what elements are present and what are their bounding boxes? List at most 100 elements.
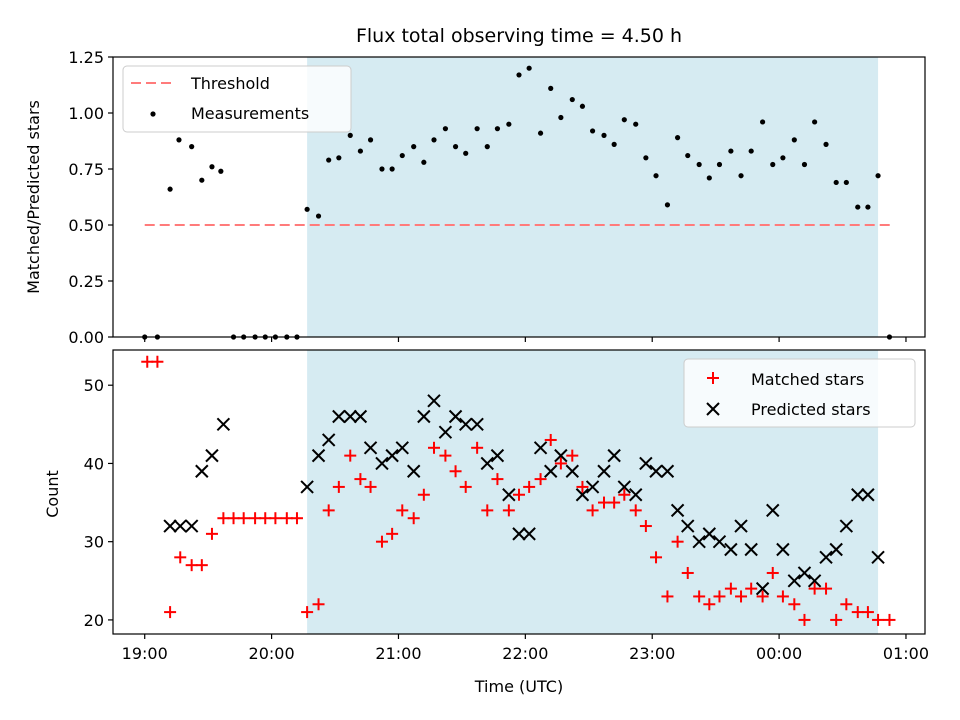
measurement-point [199,177,205,183]
predicted-star-point [702,527,717,541]
measurement-point [431,137,437,143]
matched-star-point [513,488,525,501]
measurements-legend-swatch [150,111,156,117]
predicted-star-point [385,448,399,463]
matched-star-point [735,590,748,603]
matched-star-point [544,433,557,446]
measurement-point [833,179,839,186]
predicted-star-point [755,581,770,596]
measurement-point [843,179,849,186]
measurement-point [452,144,459,150]
matched-star-point [375,535,388,548]
predicted-star-point [353,409,368,424]
measurement-point [801,161,808,168]
matched-star-point [417,488,430,501]
measurement-point [738,173,744,179]
predicted-star-point [807,574,822,588]
measurements-series [142,65,893,340]
matched-star-point [766,566,779,579]
matched-star-point [808,582,821,595]
measurement-point [357,148,364,154]
predicted-legend-label: Predicted stars [751,400,871,419]
top-y-tick-label: 1.00 [68,104,104,123]
top-y-tick-label: 0.25 [68,272,104,291]
x-tick-label: 19:00 [122,644,168,663]
predicted-star-point [195,464,209,478]
x-tick-label: 22:00 [502,644,548,663]
measurement-point [336,155,342,161]
measurement-point [537,130,544,136]
bottom-y-tick-label: 50 [84,376,104,395]
matched-star-point [195,559,208,572]
predicted-star-point [724,542,738,557]
measurement-point [176,137,182,143]
measurement-point [770,161,776,168]
matched-star-point [576,480,589,493]
top-y-tick-label: 0.50 [68,216,104,235]
measurement-point [167,186,173,192]
predicted-star-point [829,542,843,557]
predicted-star-point [787,574,802,588]
predicted-star-point [502,488,516,502]
matched-star-point [332,480,345,493]
measurement-point [791,137,797,143]
matched-star-point [471,441,484,454]
predicted-star-point [649,464,663,478]
measurement-point [442,126,449,132]
measurement-point [611,141,617,147]
predicted-star-point [406,464,421,478]
measurement-point [621,117,627,123]
predicted-star-point [470,417,484,432]
matched-star-point [798,613,811,626]
matched-star-point [407,512,420,525]
predicted-star-point [681,519,695,533]
bottom-y-tick-label: 20 [84,611,104,630]
measurement-point [411,144,417,150]
matched-star-point [523,480,536,493]
matched-star-point [820,582,833,595]
predicted-star-point [512,527,526,541]
predicted-star-point [565,464,579,478]
predicted-star-point [522,527,536,541]
bottom-legend-box [683,358,916,428]
matched-star-point [174,551,187,564]
matched-star-point [290,512,303,525]
measurement-point [209,164,215,170]
matched-star-point [227,512,240,525]
predicted-star-point [597,464,611,478]
predicted-star-point [490,448,505,463]
measurement-point [653,173,659,179]
matched-star-point [151,355,164,368]
predicted-star-point [861,488,875,502]
top-y-axis-label: Matched/Predicted stars [24,100,43,294]
matched-star-point [681,566,694,579]
matched-star-point [344,449,357,462]
measurement-point [506,121,512,127]
matched-star-point [396,504,409,517]
matched-star-point [502,504,515,517]
predicted-star-point [744,542,758,557]
measurement-point [421,159,427,165]
predicted-star-point [438,425,453,439]
x-tick-label: 23:00 [629,644,675,663]
top-y-tick-label: 0.75 [68,160,104,179]
matched-star-point [141,355,154,368]
threshold-legend-label: Threshold [190,74,270,93]
predicted-star-point [448,409,463,424]
matched-star-point [851,606,864,619]
predicted-star-point [712,534,727,549]
predicted-star-point [851,488,865,502]
predicted-star-point [797,566,812,580]
matched-star-point [598,496,611,509]
bottom-y-axis: 20 30 40 50 [84,376,113,630]
matched-star-point [534,473,547,486]
predicted-star-point [670,503,685,518]
top-y-axis: 0.00 0.25 0.50 0.75 1.00 1.25 [68,48,113,347]
x-tick-label: 00:00 [756,644,802,663]
matched-star-point [840,598,853,611]
matched-star-point [449,465,462,478]
predicted-star-point [617,480,632,494]
matched-star-point [830,613,843,626]
matched-star-point [566,449,579,462]
predicted-star-point [692,534,706,549]
